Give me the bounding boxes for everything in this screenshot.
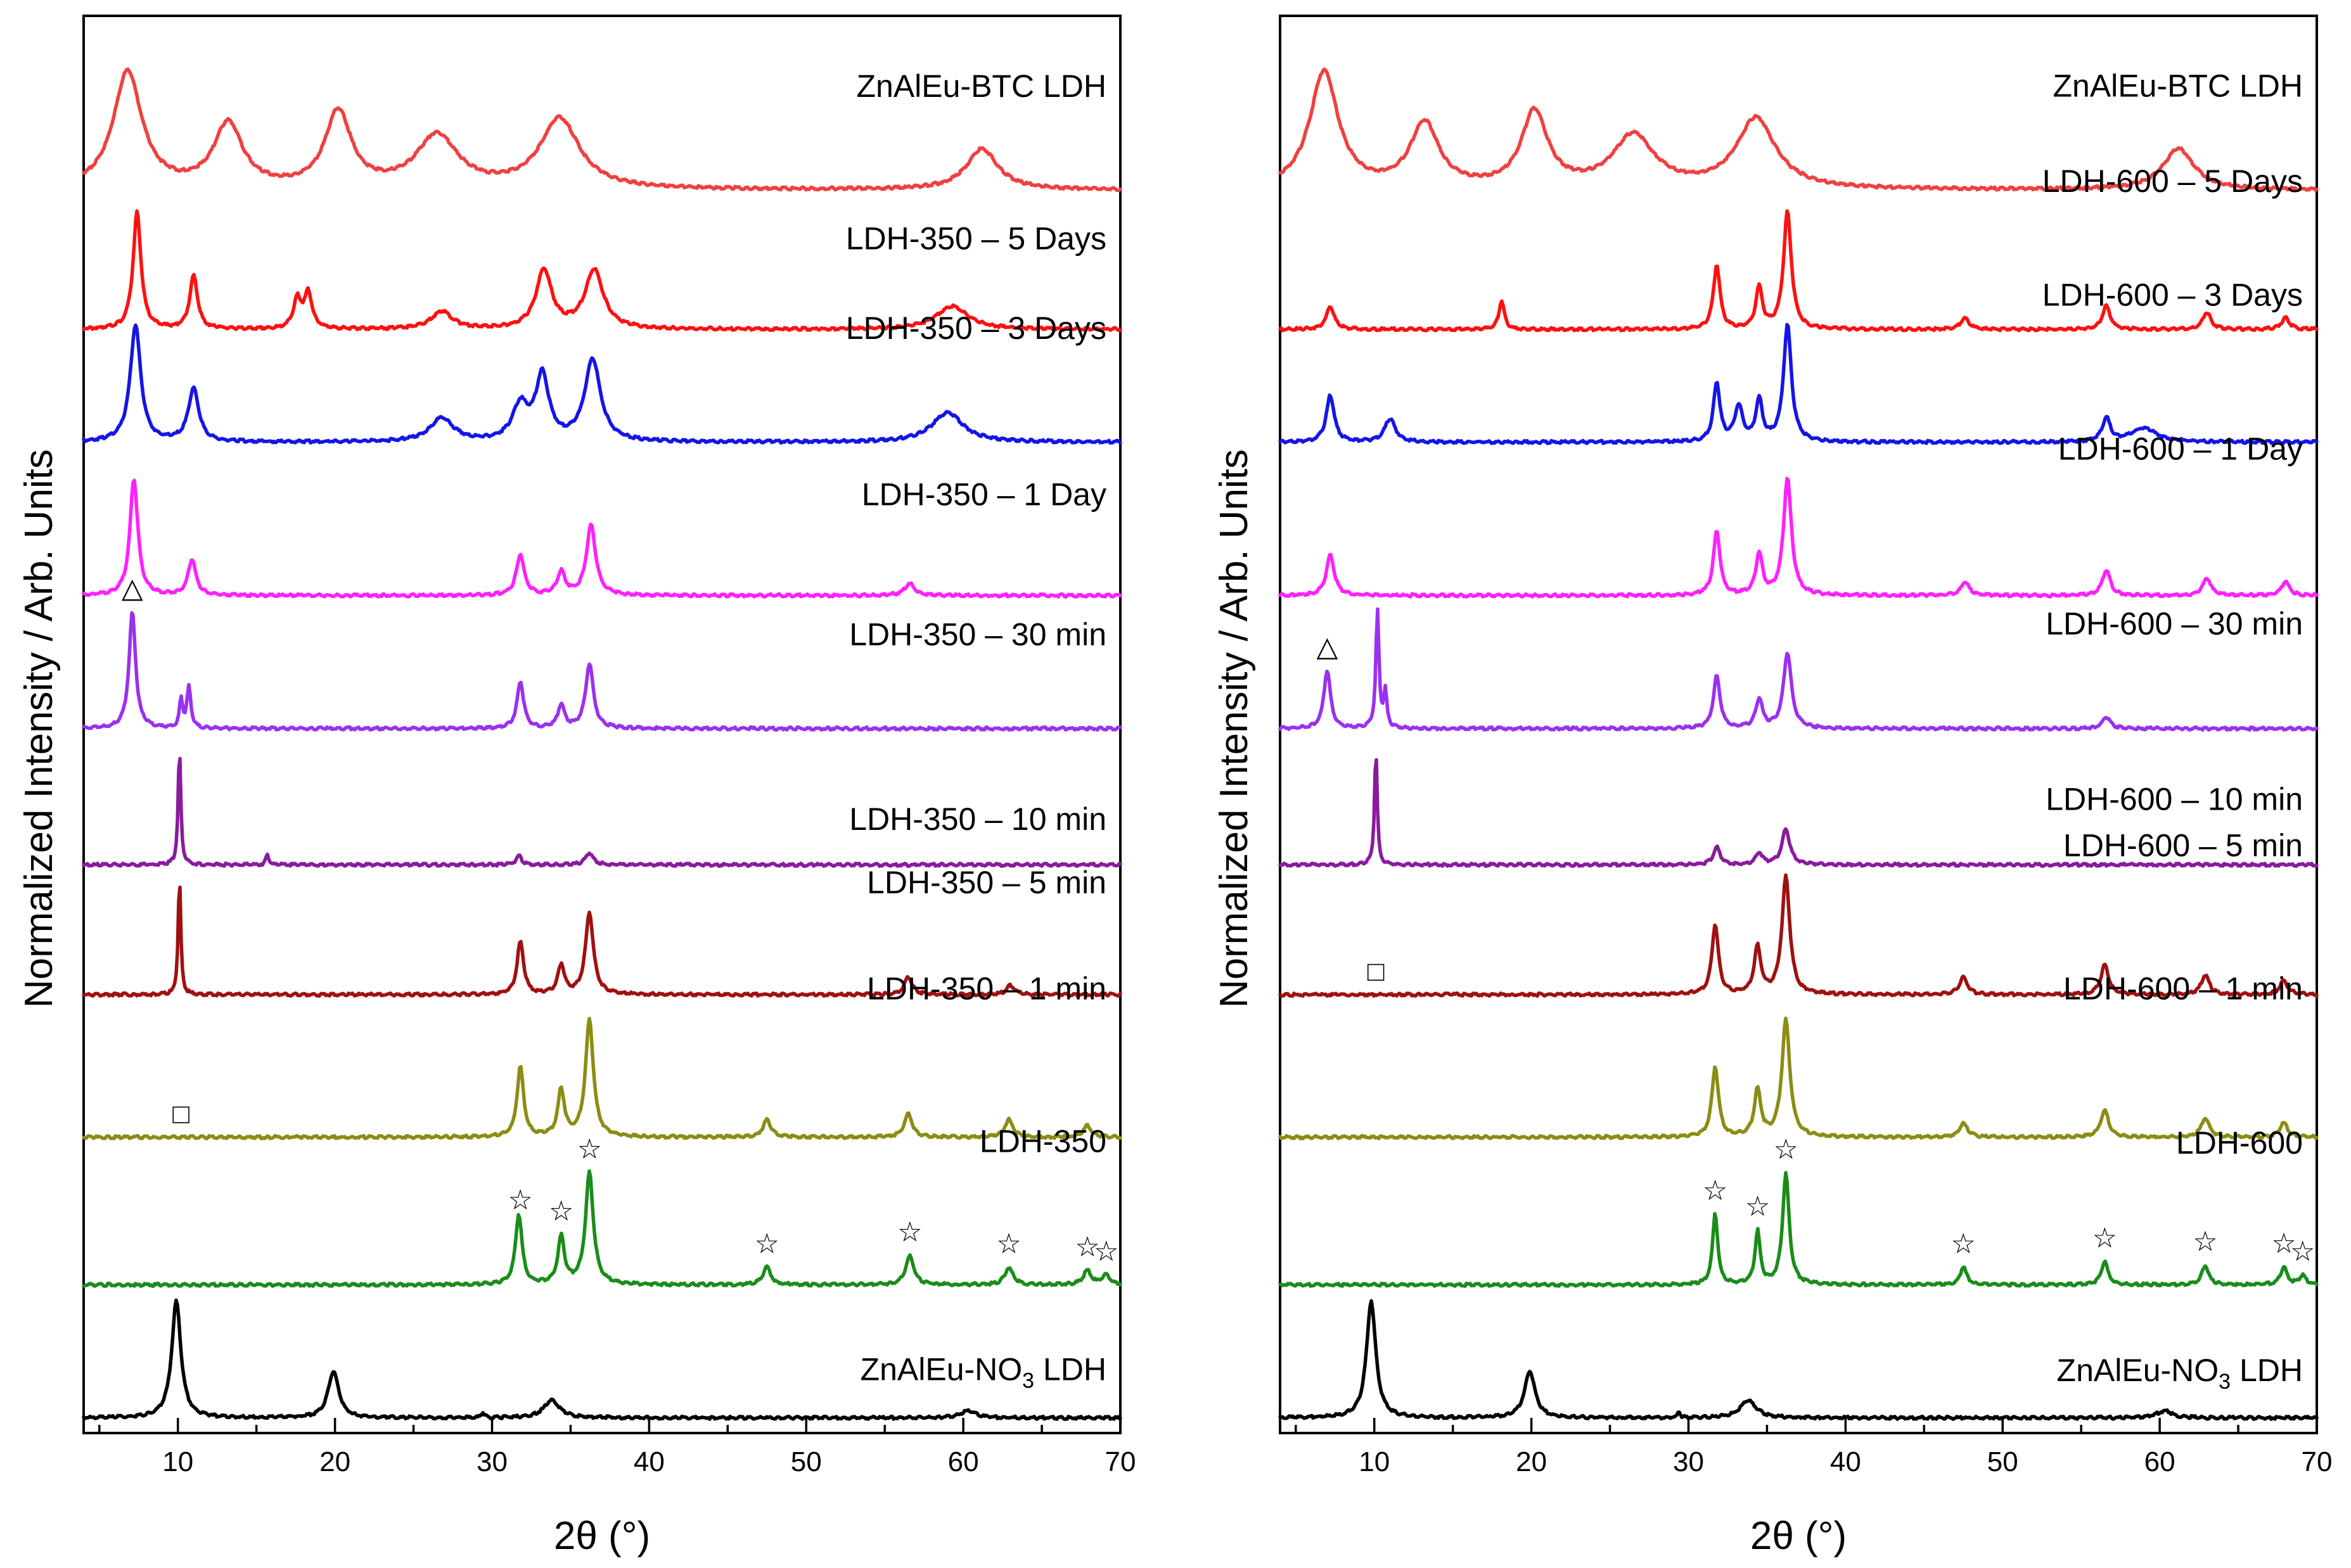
peak-marker: ☆ [1951, 1228, 1976, 1259]
x-tick-label: 40 [1830, 1446, 1861, 1477]
x-tick-label: 20 [319, 1446, 350, 1477]
peak-marker: ☆ [2092, 1223, 2117, 1254]
peak-marker: □ [1368, 956, 1385, 987]
series-line [82, 478, 1122, 599]
series-line [1278, 209, 2319, 333]
x-tick-label: 60 [948, 1446, 979, 1477]
peak-marker: △ [122, 573, 143, 604]
series-line [82, 1298, 1122, 1421]
series-line [1278, 1299, 2319, 1421]
series-line [1278, 1016, 2319, 1140]
peak-marker: ☆ [508, 1185, 532, 1216]
peak-marker: ☆ [2271, 1228, 2296, 1259]
series-label: LDH-350 – 5 min [867, 865, 1106, 900]
peak-marker: ☆ [996, 1228, 1021, 1259]
x-tick-label: 70 [1105, 1446, 1136, 1477]
series-label: LDH-600 – 10 min [2046, 781, 2303, 817]
series-label: LDH-600 [2176, 1125, 2303, 1161]
peak-marker: ☆ [549, 1195, 573, 1227]
series-line [1278, 1171, 2319, 1288]
series-line [82, 611, 1122, 732]
peak-marker: ☆ [1773, 1134, 1798, 1165]
series-line [82, 323, 1122, 445]
series-label: LDH-600 – 5 Days [2042, 163, 2303, 199]
left-panel: 10 20 30 40 50 60 70 ZnAlEu-BTC LDH LDH-350 – 5 … [82, 15, 1136, 1477]
series-line [82, 756, 1122, 868]
peak-marker: ☆ [897, 1217, 922, 1248]
series-label: ZnAlEu-BTC LDH [2053, 68, 2303, 104]
series-line [82, 1016, 1122, 1140]
series-line [1278, 322, 2319, 445]
x-tick-label: 10 [1359, 1446, 1390, 1477]
y-axis-title-left: Normalized Intensity / Arb. Units [17, 449, 61, 1008]
peak-marker: ☆ [755, 1228, 779, 1259]
series-line [82, 67, 1122, 193]
x-tick-label: 10 [162, 1446, 193, 1477]
x-tick-label: 70 [2302, 1446, 2333, 1477]
x-axis-title-left: 2θ (°) [554, 1514, 650, 1558]
series-line [1278, 67, 2319, 192]
series-line [82, 1169, 1122, 1288]
series-label: ZnAlEu-BTC LDH [856, 68, 1106, 104]
series-line [1278, 476, 2319, 599]
series-label: LDH-600 – 1 min [2063, 971, 2303, 1006]
peak-marker: ☆ [1075, 1232, 1099, 1263]
series-line [82, 885, 1122, 998]
plot-frame [1279, 15, 2318, 1434]
series-label: LDH-350 – 3 Days [846, 310, 1106, 346]
series-label: LDH-600 – 3 Days [2042, 277, 2303, 312]
series-label: LDH-350 – 30 min [849, 616, 1106, 652]
series-label: LDH-350 – 1 min [867, 971, 1106, 1007]
series-line [1278, 607, 2319, 732]
series-label: LDH-350 [980, 1124, 1106, 1159]
series-label: LDH-600 – 5 min [2063, 827, 2303, 863]
peak-marker: ☆ [1703, 1175, 1727, 1206]
peak-marker: ☆ [1745, 1191, 1770, 1222]
series-label: LDH-350 – 10 min [849, 801, 1106, 837]
peak-marker: ☆ [2290, 1236, 2315, 1267]
peak-marker: ☆ [1094, 1236, 1118, 1267]
x-tick-label: 50 [1987, 1446, 2018, 1477]
series-label: LDH-350 – 5 Days [846, 220, 1106, 256]
peak-marker: ☆ [2193, 1226, 2217, 1257]
series-label: LDH-600 – 1 Day [2058, 431, 2303, 466]
peak-marker: △ [1316, 631, 1338, 662]
series-label: LDH-350 – 1 Day [862, 476, 1106, 512]
x-tick-label: 30 [1673, 1446, 1704, 1477]
series-label: ZnAlEu-NO3 LDH [2057, 1353, 2303, 1394]
right-panel: 10 20 30 40 50 60 70 ZnAlEu-BTC LDH LDH-600 – 5 … [1278, 15, 2333, 1477]
x-tick-label: 50 [791, 1446, 822, 1477]
series-line [1278, 873, 2319, 998]
x-tick-label: 20 [1516, 1446, 1547, 1477]
series-label: ZnAlEu-NO3 LDH [861, 1352, 1106, 1393]
x-axis-title-right: 2θ (°) [1750, 1514, 1847, 1558]
series-line [1278, 758, 2319, 868]
x-tick-label: 40 [634, 1446, 665, 1477]
y-axis-title-right: Normalized Intensity / Arb. Units [1212, 449, 1256, 1008]
peak-marker: □ [172, 1099, 189, 1130]
series-label: LDH-600 – 30 min [2046, 606, 2303, 642]
peak-marker: ☆ [577, 1134, 601, 1165]
x-tick-label: 60 [2144, 1446, 2175, 1477]
x-tick-label: 30 [477, 1446, 508, 1477]
plot-frame [82, 15, 1122, 1434]
series-line [82, 209, 1122, 333]
